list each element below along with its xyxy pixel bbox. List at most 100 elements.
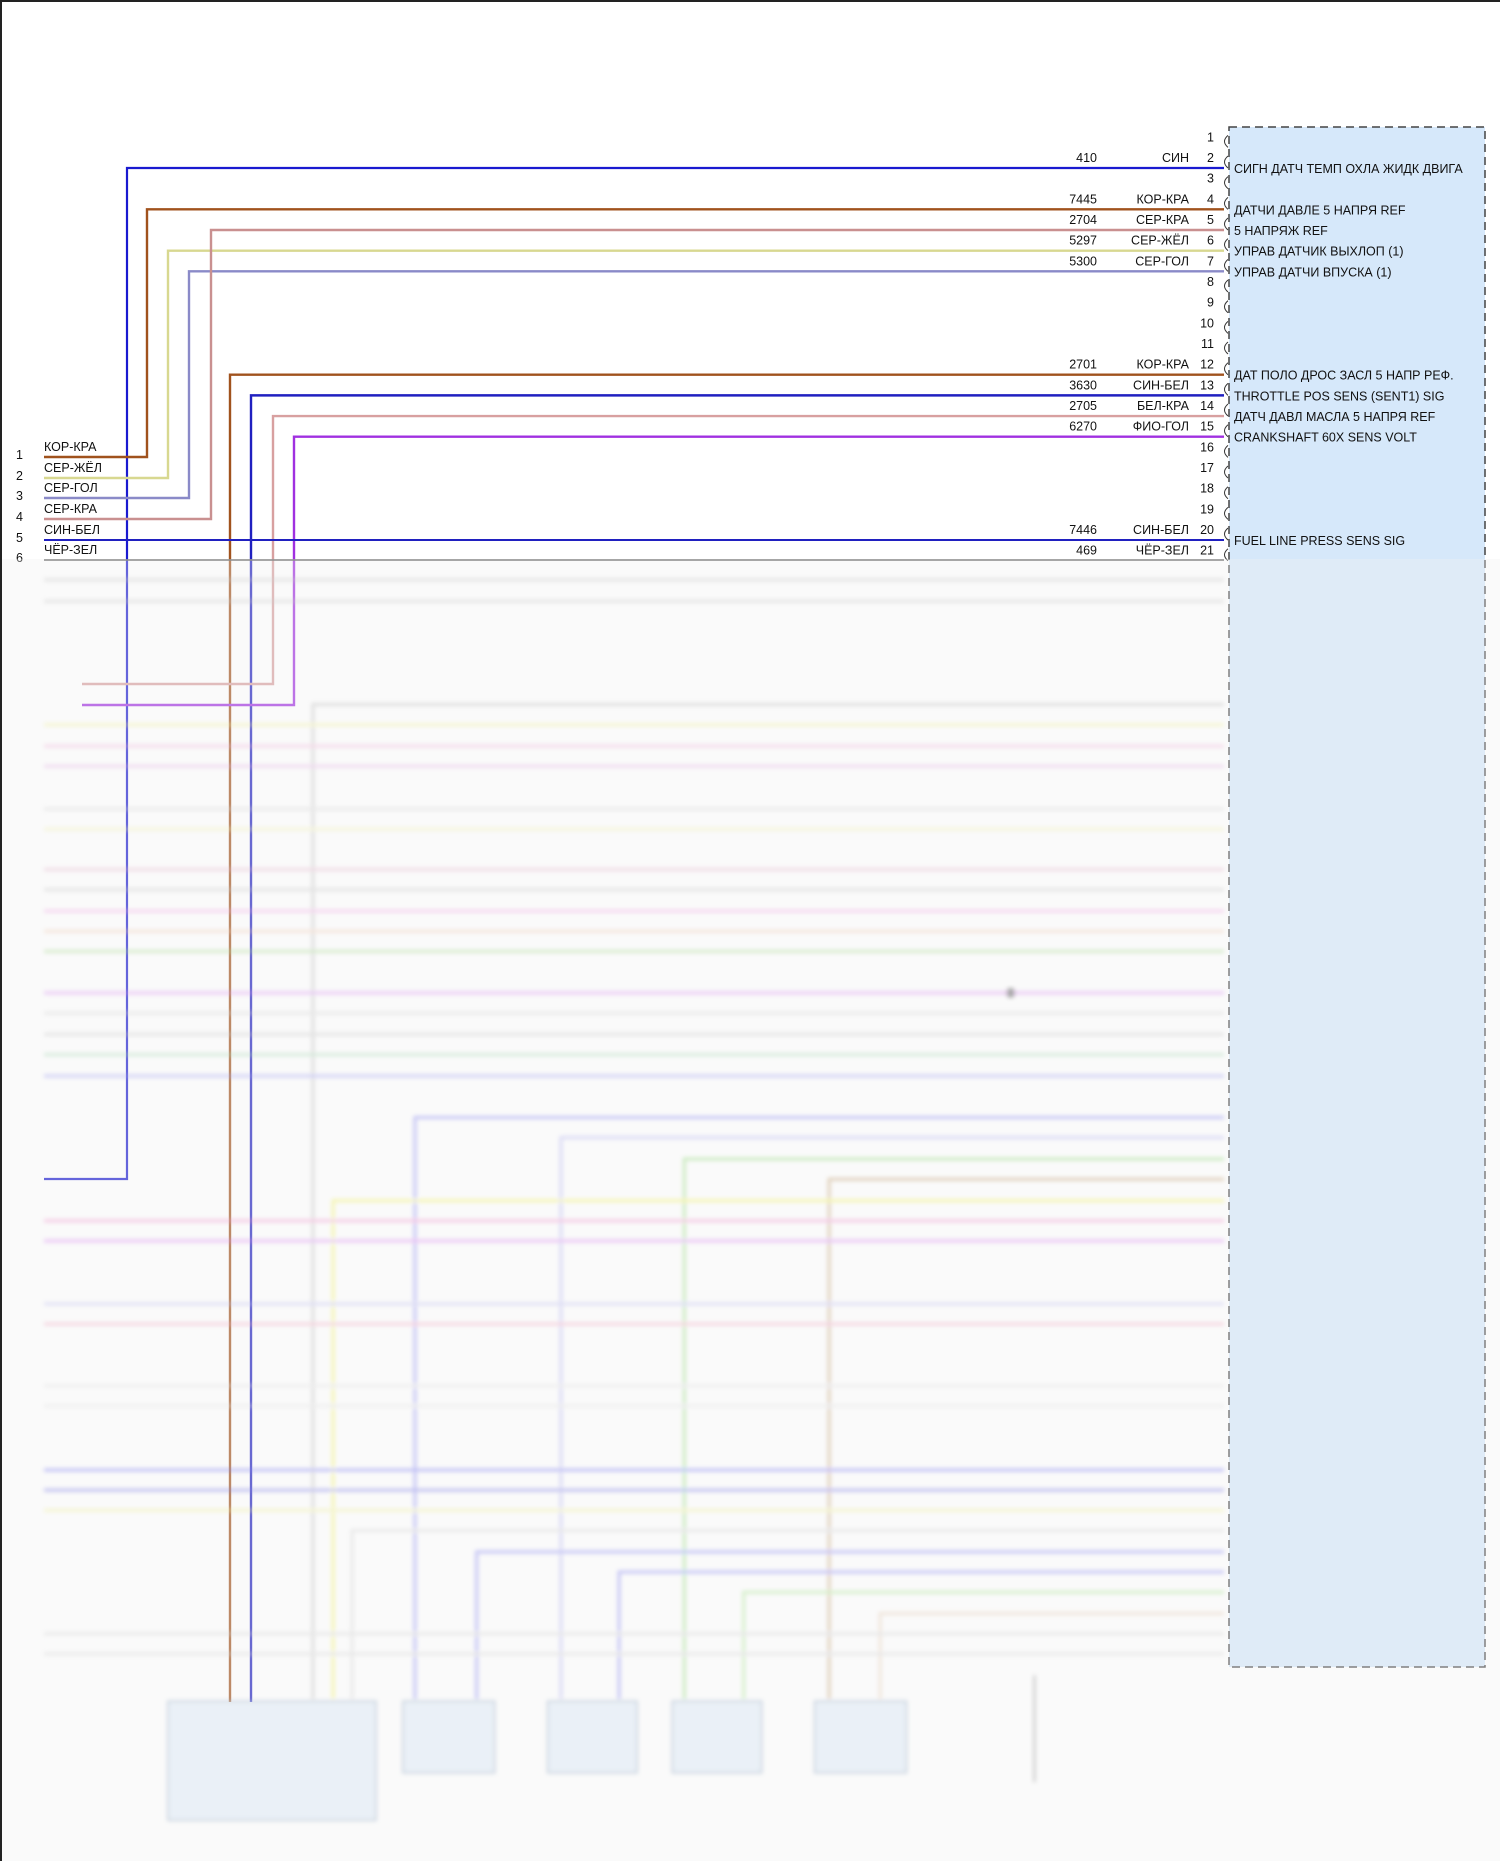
left-wire-color-code: СЕР-ГОЛ: [44, 481, 98, 495]
circuit-number: 469: [1076, 544, 1097, 558]
circuit-number: 7445: [1069, 192, 1097, 206]
pin-function-label: ДАТ ПОЛО ДРОС ЗАСЛ 5 НАПР РЕФ.: [1234, 369, 1454, 383]
wire: [44, 166, 1224, 1181]
pin-number: 3: [1207, 172, 1214, 186]
pin-number: 6: [1207, 234, 1214, 248]
pin-contact-icon: [1224, 341, 1229, 355]
pin-function-label: СИГН ДАТЧ ТЕМП ОХЛА ЖИДК ДВИГА: [1234, 162, 1463, 176]
pin-number: 10: [1200, 316, 1214, 330]
pin-contact-icon: [1224, 465, 1229, 479]
pin-contact-icon: [1224, 403, 1229, 417]
wire: [475, 1550, 1224, 1699]
wire: [682, 1157, 1224, 1699]
wire-color-code: СЕР-ЖЁЛ: [1131, 234, 1189, 248]
pin-number: 14: [1200, 399, 1214, 413]
component-box: [167, 1700, 377, 1822]
pin-contact-icon: [1224, 507, 1229, 520]
pin-contact-icon: [1224, 279, 1229, 293]
left-pin-number: 2: [16, 469, 23, 483]
wire-color-code: КОР-КРА: [1137, 192, 1190, 206]
pin-function-label: THROTTLE POS SENS (SENT1) SIG: [1234, 389, 1444, 403]
pin-number: 4: [1207, 192, 1214, 206]
wire: [413, 1116, 1224, 1699]
wire-color-code: СИН: [1162, 151, 1189, 165]
pin-function-label: CRANKSHAFT 60X SENS VOLT: [1234, 431, 1417, 445]
pin-number: 20: [1200, 523, 1214, 537]
pin-function-label: УПРАВ ДАТЧИК ВЫХЛОП (1): [1234, 245, 1404, 259]
left-pin-number: 3: [16, 489, 23, 503]
pin-number: 11: [1201, 337, 1214, 351]
circuit-number: 2701: [1069, 358, 1097, 372]
pin-contact-icon: [1224, 424, 1229, 438]
blur-overlay: [2, 559, 1500, 1861]
wire: [311, 703, 1224, 1699]
pin-contact-icon: [1224, 258, 1229, 272]
circuit-number: 5300: [1069, 254, 1097, 268]
circuit-number: 410: [1076, 151, 1097, 165]
pin-function-label: 5 НАПРЯЖ REF: [1234, 224, 1328, 238]
pin-number: 5: [1207, 213, 1214, 227]
component-box: [813, 1700, 908, 1774]
pin-number: 19: [1200, 502, 1214, 516]
pin-function-label: ДАТЧ ДАВЛ МАСЛА 5 НАПРЯ REF: [1234, 410, 1436, 424]
component-box: [546, 1700, 638, 1774]
pin-contact-icon: [1224, 217, 1229, 231]
pin-number: 16: [1200, 440, 1214, 454]
component-box: [402, 1700, 496, 1774]
pin-number: 18: [1200, 482, 1214, 496]
pin-number: 2: [1207, 151, 1214, 165]
pin-number: 8: [1207, 275, 1214, 289]
pin-number: 7: [1207, 254, 1214, 268]
pin-contact-icon: [1224, 362, 1229, 376]
left-wire-color-code: КОР-КРА: [44, 440, 97, 454]
wire: [44, 208, 1224, 459]
pin-number: 9: [1207, 296, 1214, 310]
pin-function-label: ДАТЧИ ДАВЛЕ 5 НАПРЯ REF: [1234, 203, 1406, 217]
wire: [331, 1199, 1224, 1699]
wire: [878, 1612, 1224, 1699]
left-pin-number: 4: [16, 510, 23, 524]
wire: [617, 1570, 1224, 1699]
left-wire-color-code: СИН-БЕЛ: [44, 523, 100, 537]
pin-number: 21: [1200, 544, 1214, 558]
wire: [44, 249, 1224, 480]
pin-contact-icon: [1224, 176, 1229, 190]
circuit-number: 3630: [1069, 378, 1097, 392]
blurred-section: [44, 578, 1224, 1822]
left-pin-number: 5: [16, 531, 23, 545]
wire-color-code: ФИО-ГОЛ: [1133, 420, 1189, 434]
wire: [249, 394, 1224, 1702]
pin-contact-icon: [1224, 527, 1229, 541]
pin-contact-icon: [1224, 548, 1229, 562]
circuit-number: 2704: [1069, 213, 1097, 227]
pin-contact-icon: [1224, 134, 1229, 148]
wire: [559, 1136, 1224, 1699]
pin-contact-icon: [1224, 320, 1229, 334]
circuit-number: 2705: [1069, 399, 1097, 413]
wire: [228, 373, 1224, 1702]
circuit-number: 7446: [1069, 523, 1097, 537]
wire-color-code: СИН-БЕЛ: [1133, 378, 1189, 392]
wire-color-code: КОР-КРА: [1137, 358, 1190, 372]
component-box: [671, 1700, 763, 1774]
wire-color-code: СИН-БЕЛ: [1133, 523, 1189, 537]
pin-function-label: УПРАВ ДАТЧИ ВПУСКА (1): [1234, 265, 1391, 279]
wire: [44, 270, 1224, 500]
wire: [742, 1590, 1224, 1699]
pin-contact-icon: [1224, 196, 1229, 210]
pin-contact-icon: [1224, 238, 1229, 252]
wire: [827, 1177, 1224, 1699]
left-wire-color-code: СЕР-ЖЁЛ: [44, 461, 102, 475]
left-wire-color-code: СЕР-КРА: [44, 502, 98, 516]
wire: [82, 414, 1224, 686]
module-box: [1228, 126, 1486, 1668]
pin-contact-icon: [1224, 445, 1229, 458]
circuit-number: 5297: [1069, 234, 1097, 248]
pin-number: 17: [1200, 461, 1214, 475]
left-pin-number: 1: [16, 448, 23, 462]
wire: [350, 1528, 1224, 1699]
pin-number: 1: [1207, 130, 1214, 144]
